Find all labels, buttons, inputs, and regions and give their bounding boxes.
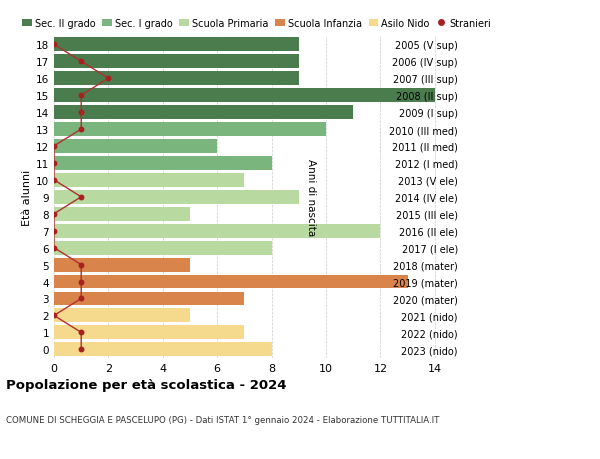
Bar [54,123,326,137]
Point [49,143,59,150]
Y-axis label: Anni di nascita: Anni di nascita [306,159,316,236]
Point [76,109,86,117]
Bar [54,207,190,221]
Bar [54,326,244,340]
Bar [54,190,299,204]
Legend: Sec. II grado, Sec. I grado, Scuola Primaria, Scuola Infanzia, Asilo Nido, Stran: Sec. II grado, Sec. I grado, Scuola Prim… [22,19,491,28]
Point [76,329,86,336]
Point [76,194,86,201]
Point [76,278,86,285]
Bar [54,106,353,120]
Point [76,92,86,100]
Point [49,312,59,319]
Bar [54,309,190,323]
Text: Popolazione per età scolastica - 2024: Popolazione per età scolastica - 2024 [6,379,287,392]
Point [104,75,113,83]
Bar [54,292,244,306]
Point [49,41,59,49]
Bar [54,89,435,103]
Bar [54,342,272,357]
Point [76,295,86,302]
Point [49,160,59,167]
Point [49,177,59,184]
Point [76,346,86,353]
Point [49,228,59,235]
Y-axis label: Età alunni: Età alunni [22,169,32,225]
Bar [54,38,299,52]
Bar [54,72,299,86]
Bar [54,140,217,154]
Bar [54,275,407,289]
Point [49,211,59,218]
Point [76,126,86,134]
Bar [54,224,380,238]
Bar [54,174,244,187]
Bar [54,157,272,170]
Point [76,58,86,66]
Point [49,245,59,252]
Bar [54,258,190,272]
Point [76,261,86,269]
Bar [54,241,272,255]
Bar [54,55,299,69]
Text: COMUNE DI SCHEGGIA E PASCELUPO (PG) - Dati ISTAT 1° gennaio 2024 - Elaborazione : COMUNE DI SCHEGGIA E PASCELUPO (PG) - Da… [6,415,439,425]
